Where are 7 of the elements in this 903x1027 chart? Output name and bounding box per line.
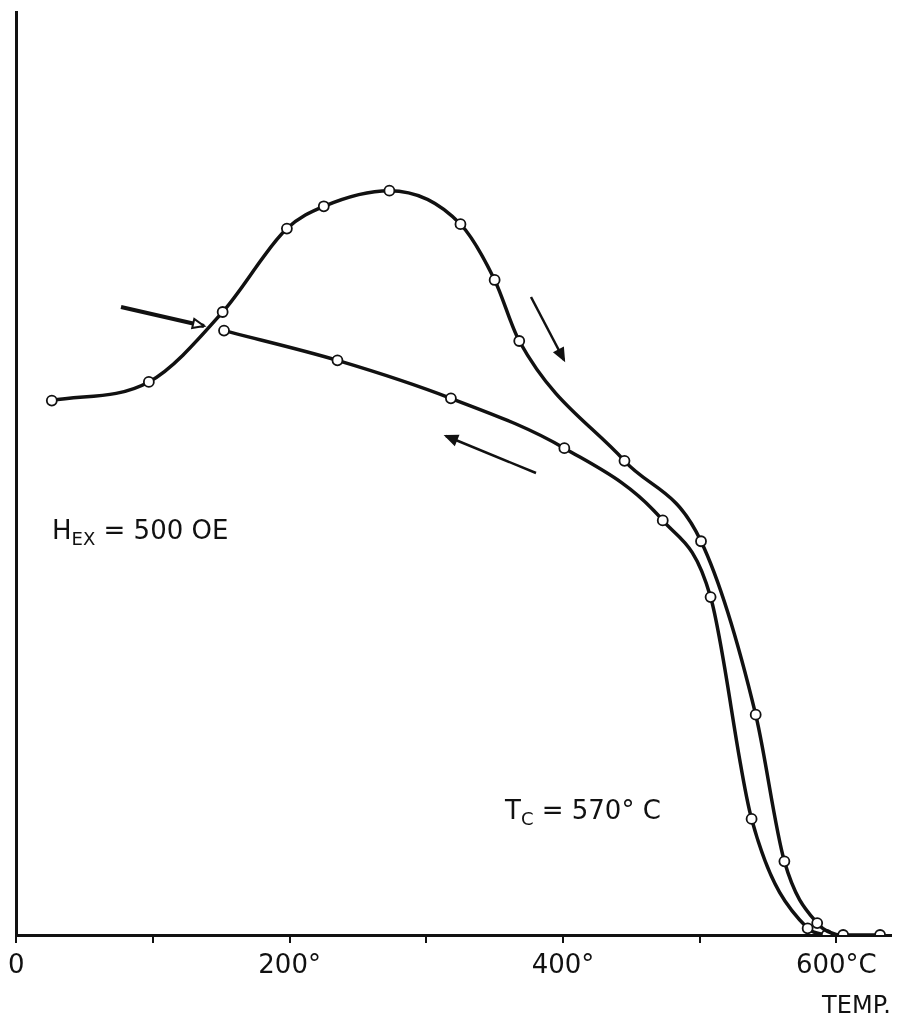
annotation: H$_{EX}$ = 500 OE <box>52 515 229 550</box>
x-tick-label: 200° <box>258 949 321 980</box>
x-tick-label: 600°C <box>795 949 877 980</box>
x-tick-label: 400° <box>531 949 595 980</box>
annotation: T$_{C}$ = 570° C <box>505 795 661 830</box>
x-axis-title: TEMP. <box>821 990 891 1019</box>
x-tick-label: 0 <box>8 949 25 980</box>
